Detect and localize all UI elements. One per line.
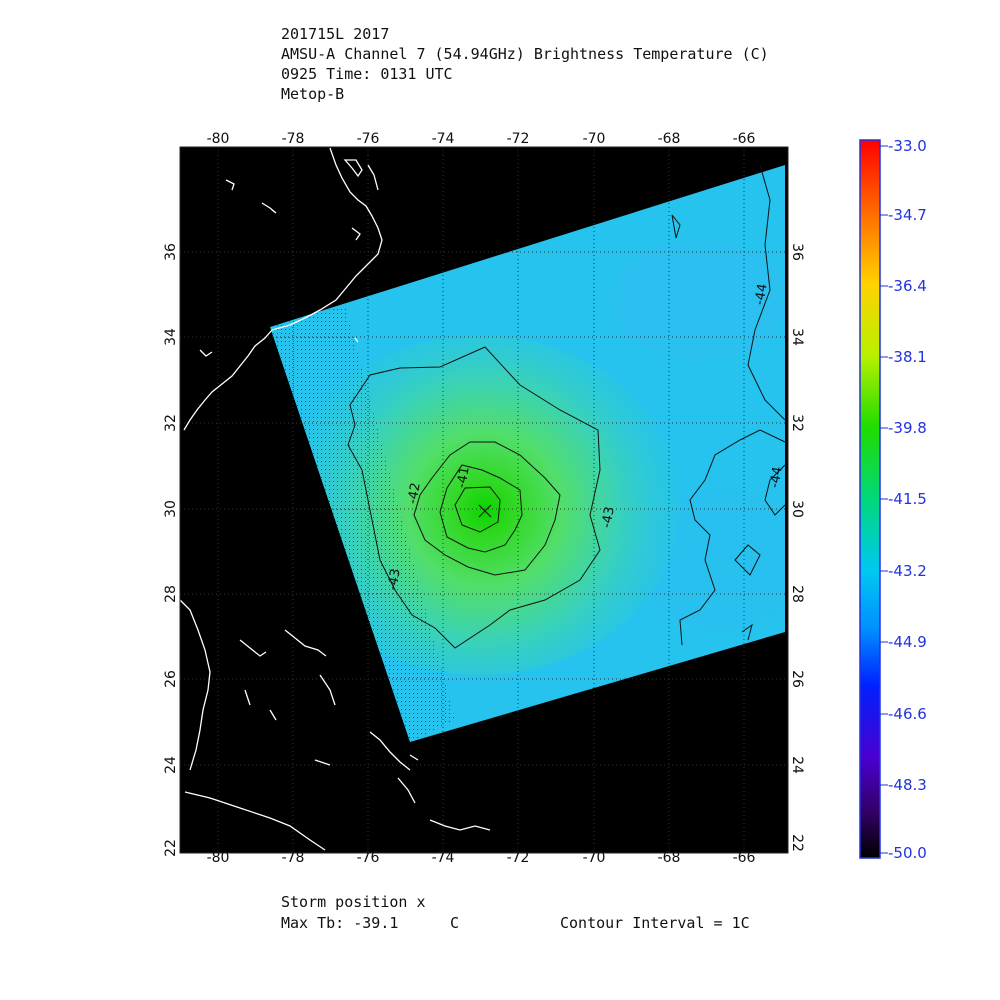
colorbar-tick-label: -33.0 bbox=[888, 137, 927, 155]
contour-label: -41 bbox=[454, 466, 472, 490]
lat-tick-right: 24 bbox=[789, 756, 805, 774]
lat-tick-right: 28 bbox=[789, 585, 805, 603]
title-line-2: AMSU-A Channel 7 (54.94GHz) Brightness T… bbox=[281, 45, 769, 63]
lon-tick-top: -70 bbox=[583, 131, 606, 147]
colorbar-ticks bbox=[880, 145, 888, 854]
map-frame bbox=[179, 146, 789, 854]
lat-tick-left: 22 bbox=[163, 839, 179, 857]
lon-tick-bottom: -68 bbox=[658, 850, 681, 866]
lat-tick-right: 32 bbox=[789, 414, 805, 432]
lon-tick-bottom: -76 bbox=[357, 850, 380, 866]
lon-tick-top: -66 bbox=[733, 131, 756, 147]
lon-tick-bottom: -70 bbox=[583, 850, 606, 866]
colorbar-tick-label: -41.5 bbox=[888, 490, 927, 508]
colorbar-tick-label: -48.3 bbox=[888, 776, 927, 794]
lon-tick-bottom: -74 bbox=[432, 850, 455, 866]
colorbar-tick-label: -44.9 bbox=[888, 633, 927, 651]
lon-tick-top: -76 bbox=[357, 131, 380, 147]
contour-lines bbox=[347, 164, 786, 649]
storm-position-legend: Storm position x bbox=[281, 893, 426, 911]
storm-position-marker bbox=[478, 504, 492, 518]
max-tb-unit: C bbox=[450, 914, 460, 932]
title-line-3: 0925 Time: 0131 UTC bbox=[281, 65, 453, 83]
colorbar-tick-label: -46.6 bbox=[888, 705, 927, 723]
lat-tick-left: 32 bbox=[163, 414, 179, 432]
lon-tick-top: -80 bbox=[207, 131, 230, 147]
lat-tick-left: 28 bbox=[163, 585, 179, 603]
colorbar-tick-label: -34.7 bbox=[888, 206, 927, 224]
lat-tick-right: 22 bbox=[789, 834, 805, 852]
title-line-4: Metop-B bbox=[281, 85, 345, 103]
contour-label: -44 bbox=[767, 466, 785, 490]
contour-label: -43 bbox=[599, 506, 617, 530]
lon-tick-bottom: -66 bbox=[733, 850, 756, 866]
coastlines bbox=[179, 147, 491, 851]
lat-tick-left: 26 bbox=[163, 670, 179, 688]
colorbar-tick-label: -50.0 bbox=[888, 844, 927, 862]
lon-tick-bottom: -80 bbox=[207, 850, 230, 866]
title-line-1: 201715L 2017 bbox=[281, 25, 390, 43]
lon-tick-top: -74 bbox=[432, 131, 455, 147]
max-tb-label: Max Tb: -39.1 bbox=[281, 914, 399, 932]
lon-tick-bottom: -78 bbox=[282, 850, 305, 866]
lat-tick-left: 34 bbox=[163, 328, 179, 346]
graticule bbox=[180, 147, 788, 853]
lat-tick-right: 26 bbox=[789, 670, 805, 688]
lat-tick-right: 36 bbox=[789, 243, 805, 261]
colorbar-tick-label: -39.8 bbox=[888, 419, 927, 437]
lon-tick-top: -78 bbox=[282, 131, 305, 147]
lat-tick-right: 30 bbox=[789, 500, 805, 518]
colorbar-tick-label: -43.2 bbox=[888, 562, 927, 580]
lat-tick-right: 34 bbox=[789, 328, 805, 346]
lat-tick-left: 30 bbox=[163, 500, 179, 518]
colorbar-tick-label: -36.4 bbox=[888, 277, 927, 295]
colorbar-tick-label: -38.1 bbox=[888, 348, 927, 366]
contour-label: -42 bbox=[405, 482, 423, 506]
contour-interval: Contour Interval = 1C bbox=[560, 914, 750, 932]
tick-marks bbox=[217, 147, 745, 853]
lat-tick-left: 36 bbox=[163, 243, 179, 261]
lon-tick-top: -68 bbox=[658, 131, 681, 147]
lon-tick-top: -72 bbox=[507, 131, 530, 147]
contour-label: -43 bbox=[385, 568, 403, 592]
contour-label: -44 bbox=[752, 283, 770, 307]
lat-tick-left: 24 bbox=[163, 756, 179, 774]
colorbar bbox=[859, 139, 881, 859]
lon-tick-bottom: -72 bbox=[507, 850, 530, 866]
